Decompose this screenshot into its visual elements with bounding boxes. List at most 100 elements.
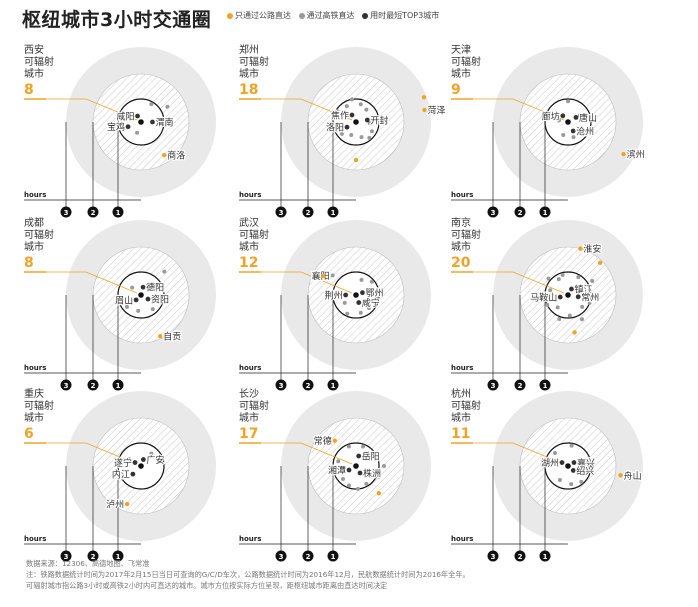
legend: 只通过公路直达 通过高铁直达 用时最短TOP3城市 [227, 10, 444, 21]
top3-city-point [130, 471, 136, 477]
rail-city-point [364, 481, 369, 486]
hub-center-point [353, 119, 359, 125]
rail-city-point [546, 276, 551, 281]
ring-badge-1h [327, 379, 339, 391]
rail-city-point [358, 102, 363, 107]
ring-badge-1h [539, 206, 551, 218]
rail-city-point [556, 118, 561, 123]
axis-label-hours: hours [24, 364, 46, 372]
legend-dot-road [227, 12, 233, 19]
road-city-point [376, 490, 382, 496]
ring-badge-label-2h: 2 [306, 209, 311, 217]
road-city-point [578, 246, 583, 251]
rail-city-point [556, 277, 561, 282]
road-city-point [572, 330, 577, 335]
axis-label-hours: hours [24, 191, 46, 199]
top3-city-point [570, 128, 576, 134]
hub-label-line1: 可辐射 [451, 55, 481, 68]
rail-city-point [590, 279, 595, 283]
rail-city-point [157, 123, 162, 128]
hub-name: 南京 [451, 216, 471, 229]
hub-name: 武汉 [239, 216, 259, 229]
rail-city-point [576, 275, 581, 280]
ring-badge-3h [60, 550, 72, 562]
leader-line [46, 442, 138, 465]
top3-city-point [150, 119, 155, 125]
hub-label-line1: 可辐射 [24, 228, 54, 241]
road-city-label: 滨州 [627, 149, 645, 161]
top3-city-label: 镇江 [574, 284, 592, 296]
rail-city-point [344, 104, 349, 109]
rail-city-point [580, 304, 585, 309]
top3-city-point [135, 113, 140, 119]
rail-city-point [130, 285, 135, 290]
ring-badge-label-1h: 1 [116, 382, 121, 390]
axis-label-hours: hours [451, 364, 473, 372]
rail-city-point [580, 317, 584, 322]
top3-city-point [560, 113, 566, 119]
footer: 数据来源：12306、高德地图、飞常准 注：铁路数据统计时间为2017年2月15… [26, 558, 666, 591]
rail-city-point [555, 305, 560, 310]
ring-badge-3h [275, 550, 287, 562]
ring-badge-1h [112, 550, 124, 562]
rail-city-point [340, 477, 345, 482]
top3-city-label: 沧州 [576, 125, 594, 137]
ring-badge-2h [87, 379, 99, 391]
ring-badge-1h [539, 379, 551, 391]
ring-badge-label-3h: 3 [279, 209, 284, 217]
top3-city-label: 咸宁 [362, 297, 380, 309]
ring-badge-3h [60, 206, 72, 218]
ring-badge-label-1h: 1 [543, 382, 548, 390]
top3-city-label: 焦作 [331, 110, 349, 122]
top3-city-point [132, 460, 138, 465]
top3-city-point [356, 453, 362, 459]
rail-city-point [367, 135, 372, 140]
top3-city-label: 湘潭 [328, 465, 346, 477]
road-city-label: 常德 [314, 435, 332, 447]
rail-city-point [545, 302, 550, 307]
top3-city-label: 岳阳 [362, 451, 380, 463]
top3-city-label: 宝鸡 [107, 121, 125, 133]
rail-city-point [338, 125, 343, 130]
hub-center-point [353, 292, 359, 298]
leader-line [473, 271, 565, 294]
rail-city-point [336, 459, 341, 464]
rail-city-point [560, 273, 565, 278]
city-count: 12 [239, 255, 258, 271]
top3-city-label: 内江 [112, 469, 130, 481]
top3-city-point [569, 286, 574, 292]
hub-label-line1: 可辐射 [24, 55, 54, 68]
rail-city-point [552, 450, 557, 455]
road-city-point [124, 501, 130, 507]
top3-city-label: 嘉兴 [577, 457, 595, 469]
top3-city-point [343, 292, 349, 298]
ring-badge-3h [275, 206, 287, 218]
road-city-point [597, 260, 603, 266]
ring-badge-label-2h: 2 [518, 209, 523, 217]
rail-city-point [584, 291, 589, 296]
top3-city-label: 开封 [370, 115, 388, 127]
ring-badge-label-2h: 2 [518, 553, 523, 561]
rail-city-point [150, 307, 155, 312]
hub-name: 重庆 [24, 387, 44, 400]
ring-badge-2h [87, 206, 99, 218]
hub-center-point [565, 292, 571, 298]
rail-city-point [349, 132, 354, 137]
rail-city-point [149, 451, 154, 456]
top3-city-point [133, 297, 139, 303]
rail-city-point [369, 279, 374, 284]
ring-badge-3h [487, 379, 499, 391]
hub-center-point [353, 463, 359, 469]
ring-badge-label-1h: 1 [331, 553, 336, 561]
ring-badge-1h [112, 379, 124, 391]
rail-city-point [367, 121, 372, 126]
rail-city-point [367, 306, 372, 311]
hub-label-line2: 城市 [239, 411, 259, 424]
ring-badge-label-3h: 3 [491, 553, 496, 561]
hub-label-line1: 可辐射 [451, 228, 481, 241]
legend-label-road: 只通过公路直达 [235, 11, 291, 20]
